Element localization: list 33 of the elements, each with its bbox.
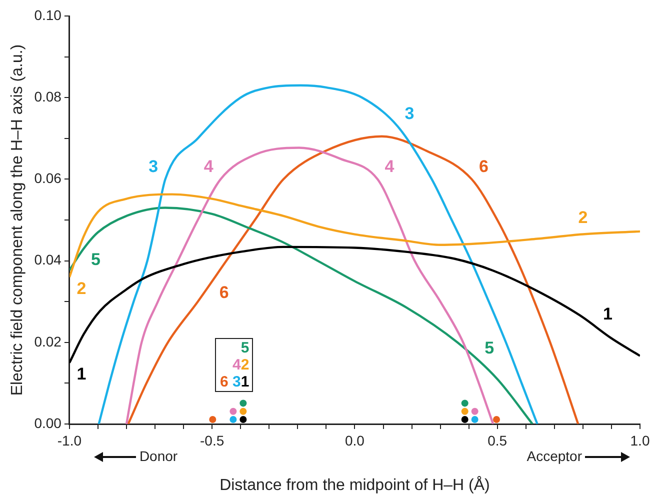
line-series <box>69 206 534 424</box>
text: Acceptor <box>526 448 582 464</box>
y-tick-label: 0.04 <box>34 252 62 268</box>
y-tick-label: 0.02 <box>34 333 62 350</box>
series-label: 1 <box>603 304 613 324</box>
line-series <box>127 135 580 424</box>
text: Donor <box>139 448 178 464</box>
x-tick-label: 1.0 <box>630 432 650 448</box>
series-label: 6 <box>219 282 229 302</box>
series-label: 4 <box>204 156 214 176</box>
text: 4 <box>384 156 394 176</box>
x-axis-title: Distance from the midpoint of H–H (Å) <box>220 476 490 494</box>
y-axis-title: Electric field component along the H–H axis (a.u.) <box>9 44 26 396</box>
series-label: 3 <box>404 104 414 123</box>
x-tick-label: 0.0 <box>344 432 365 448</box>
y-tick-label: 0.06 <box>34 170 62 186</box>
y-tick-label: 0.10 <box>34 6 62 23</box>
annotation: 6 31 <box>220 373 250 390</box>
annotation: 42 <box>232 356 250 374</box>
y-tick-label: 0.00 <box>34 414 62 431</box>
line-series <box>69 193 640 278</box>
x-tick-label: -1.0 <box>57 432 82 448</box>
text: 5 <box>240 339 250 356</box>
text: 6 <box>478 156 488 176</box>
series-label: 2 <box>578 208 588 227</box>
series-label: 5 <box>484 338 494 358</box>
x-tick-label: 0.5 <box>488 432 508 448</box>
text: 2 <box>76 278 86 298</box>
y-tick-label: 0.08 <box>34 88 62 104</box>
annotation: 5 <box>90 250 100 270</box>
x-tick-label: -0.5 <box>200 432 224 448</box>
text: 3 <box>148 156 158 176</box>
text: 1 <box>76 364 86 384</box>
